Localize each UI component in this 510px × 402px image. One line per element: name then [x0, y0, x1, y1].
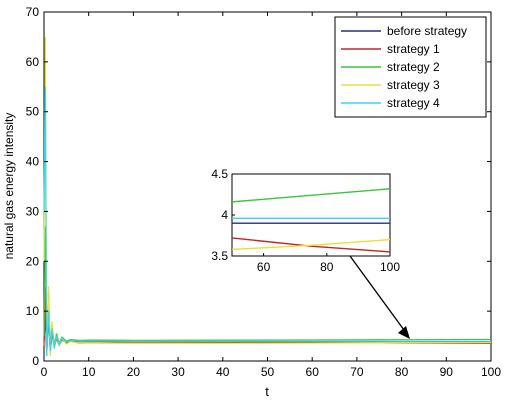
inset-series-line-4 — [231, 238, 391, 251]
inset-x-tick-label: 80 — [320, 260, 334, 274]
inset-series-line-3 — [231, 188, 391, 203]
x-tick-label: 100 — [481, 365, 501, 379]
x-tick-label: 40 — [216, 365, 230, 379]
x-tick-label: 0 — [41, 365, 48, 379]
y-tick-label: 30 — [26, 204, 40, 218]
y-tick-label: 10 — [26, 304, 40, 318]
inset-x-tick-label: 60 — [257, 260, 271, 274]
main-series-group — [43, 36, 492, 357]
inset-series-group — [231, 188, 391, 253]
main-ticks-group: 0 10 20 30 40 50 60 70 80 90 100 0 10 20 30 40 50 60 70 — [26, 5, 502, 379]
zoom-arrow — [349, 255, 410, 339]
legend-label-3: strategy 2 — [387, 60, 440, 74]
y-axis-label: natural gas energy intensity — [2, 113, 16, 260]
inset-plot-area — [231, 173, 391, 257]
y-tick-label: 70 — [26, 5, 40, 19]
x-axis-label: t — [265, 384, 269, 399]
y-tick-label: 40 — [26, 155, 40, 169]
legend-label-2: strategy 1 — [387, 42, 440, 56]
zoom-arrow-line — [349, 255, 405, 331]
legend-label-5: strategy 4 — [387, 96, 440, 110]
y-tick-label: 20 — [26, 254, 40, 268]
x-tick-label: 80 — [395, 365, 409, 379]
legend-label-1: before strategy — [387, 24, 467, 38]
x-tick-label: 30 — [171, 365, 185, 379]
x-tick-label: 60 — [306, 365, 320, 379]
inset-series-line-2 — [231, 237, 391, 253]
inset-y-tick-label: 3.5 — [211, 249, 228, 263]
inset-ticks-group: 60 80 100 3.5 4 4.5 — [211, 167, 400, 274]
y-tick-label: 50 — [26, 105, 40, 119]
x-tick-label: 90 — [440, 365, 454, 379]
x-tick-label: 50 — [261, 365, 275, 379]
y-tick-label: 60 — [26, 55, 40, 69]
legend-label-4: strategy 3 — [387, 78, 440, 92]
x-tick-label: 20 — [127, 365, 141, 379]
inset-y-tick-label: 4 — [221, 208, 228, 222]
inset-axes: 60 80 100 3.5 4 4.5 — [211, 167, 400, 274]
zoom-arrow-head — [398, 326, 410, 339]
x-tick-label: 10 — [82, 365, 96, 379]
legend-items: before strategy strategy 1 strategy 2 strat… — [341, 24, 467, 110]
y-tick-label: 0 — [32, 354, 39, 368]
inset-x-tick-label: 100 — [380, 260, 400, 274]
main-series-line-5 — [43, 86, 491, 357]
inset-y-tick-label: 4.5 — [211, 167, 228, 181]
legend: before strategy strategy 1 strategy 2 strat… — [334, 16, 487, 118]
x-tick-label: 70 — [350, 365, 364, 379]
